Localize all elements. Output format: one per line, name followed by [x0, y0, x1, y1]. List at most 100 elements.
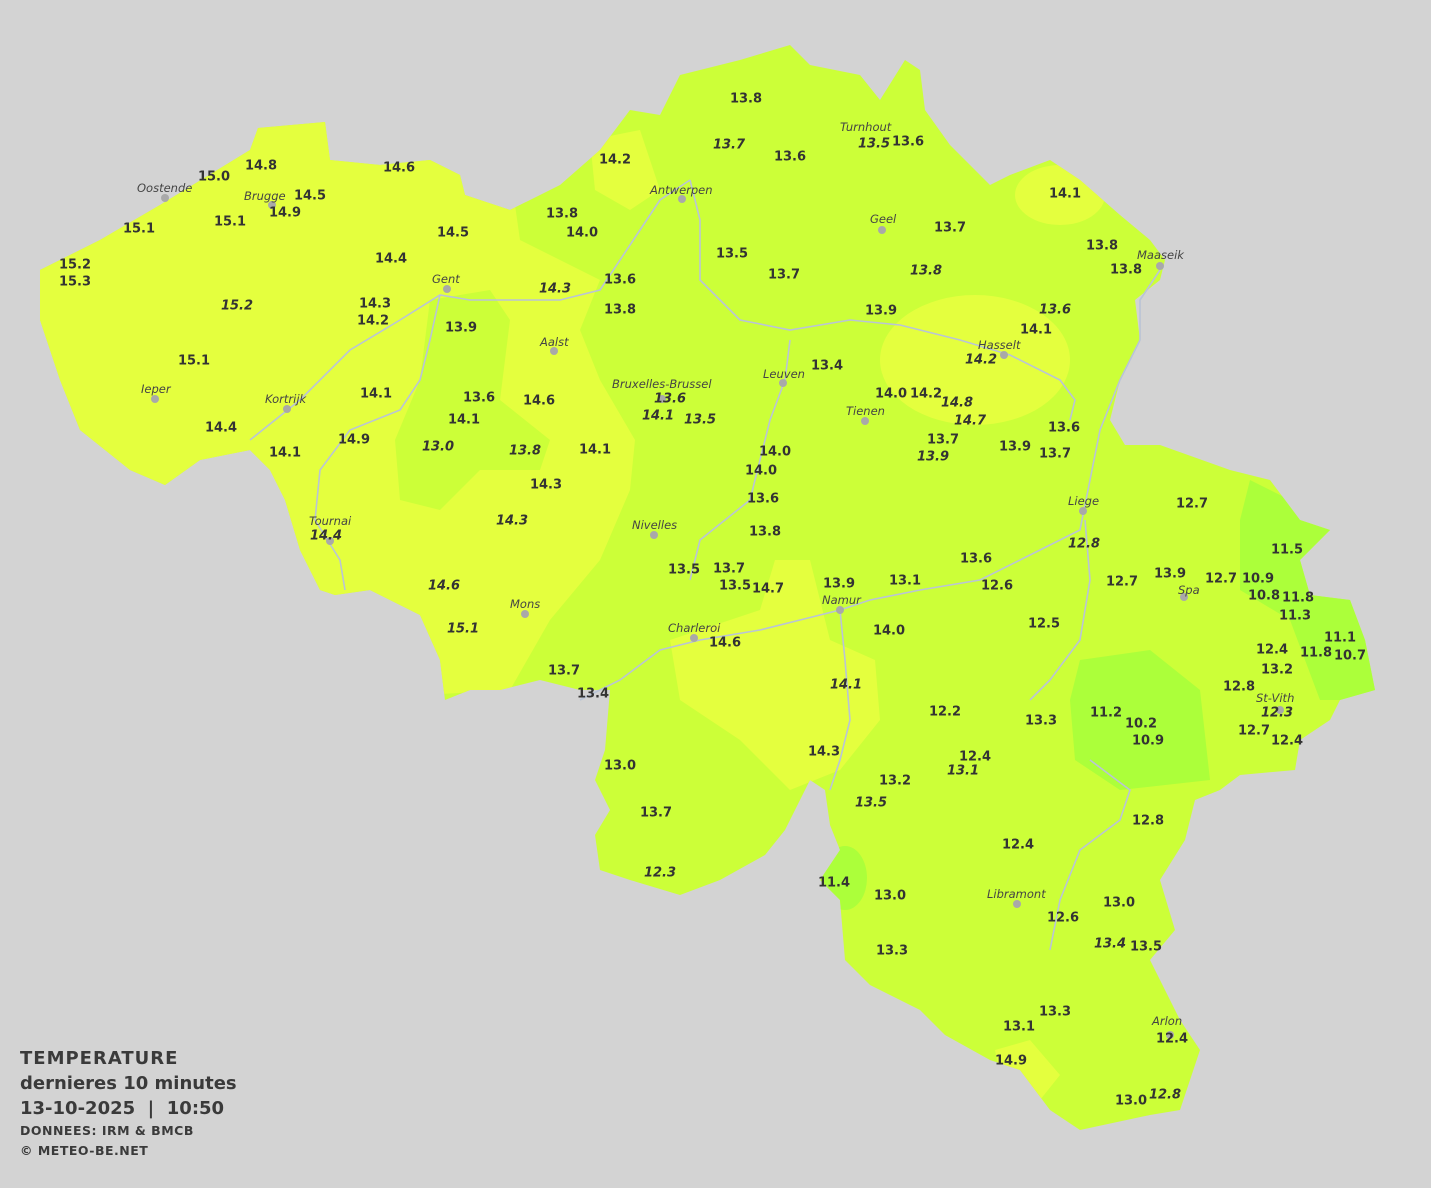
- station-temperature: 14.7: [752, 582, 784, 597]
- city-antwerpen: Antwerpen: [649, 183, 713, 203]
- station-temperature: 11.5: [1271, 543, 1303, 558]
- station-temperature: 14.3: [539, 282, 571, 297]
- station-temperature: 13.0: [1115, 1094, 1147, 1109]
- river-line: [314, 294, 441, 591]
- city-label: Mons: [510, 597, 540, 611]
- city-dot: [151, 395, 159, 403]
- city-label: Turnhout: [840, 120, 892, 134]
- city-gent: Gent: [432, 272, 460, 293]
- city-label: Tienen: [846, 404, 885, 418]
- city-namur: Namur: [822, 593, 862, 614]
- city-arlon: Arlon: [1151, 1014, 1182, 1039]
- city-charleroi: Charleroi: [668, 621, 721, 642]
- station-temperature: 11.8: [1300, 646, 1332, 661]
- station-temperature: 13.7: [1039, 447, 1071, 462]
- station-temperature: 13.0: [874, 889, 906, 904]
- city-dot: [861, 417, 869, 425]
- station-temperature: 14.3: [496, 514, 528, 529]
- city-dot: [878, 226, 886, 234]
- station-temperature: 14.2: [910, 387, 942, 402]
- station-temperature: 14.2: [599, 153, 631, 168]
- city-label: Brugge: [244, 189, 286, 203]
- mid-zone-aalst-basin: [395, 290, 550, 510]
- city-spa: Spa: [1178, 583, 1200, 601]
- city-dot: [326, 537, 334, 545]
- station-temperature: 11.3: [1279, 609, 1311, 624]
- station-temperature: 14.1: [360, 387, 392, 402]
- station-temperature: 11.2: [1090, 706, 1122, 721]
- station-temperature: 13.6: [604, 273, 636, 288]
- station-temperature: 12.5: [1028, 617, 1060, 632]
- city-dot: [521, 610, 529, 618]
- station-temperature: 13.6: [1048, 421, 1080, 436]
- station-temperature: 14.0: [875, 387, 907, 402]
- station-temperature: 13.9: [865, 304, 897, 319]
- city-dot: [690, 634, 698, 642]
- station-temperature: 14.6: [428, 579, 460, 594]
- river-line: [249, 179, 691, 441]
- station-temperature: 14.7: [954, 414, 987, 429]
- station-temperature: 13.7: [934, 221, 966, 236]
- station-temperature: 11.8: [1282, 591, 1314, 606]
- station-temperature: 13.4: [811, 359, 843, 374]
- station-temperature: 13.7: [713, 138, 746, 153]
- city-maaseik: Maaseik: [1137, 248, 1185, 270]
- station-temperature: 14.9: [269, 206, 301, 221]
- city-kortrijk: Kortrijk: [265, 392, 308, 413]
- station-temperature: 14.1: [642, 409, 674, 424]
- station-temperature: 12.3: [1261, 706, 1293, 721]
- station-temperature: 11.1: [1324, 631, 1356, 646]
- city-tournai: Tournai: [309, 514, 352, 545]
- station-temperature: 14.1: [830, 678, 862, 693]
- city-libramont: Libramont: [987, 887, 1046, 908]
- city-label: Libramont: [987, 887, 1046, 901]
- station-temperature: 15.2: [221, 299, 253, 314]
- station-temperature: 14.1: [1020, 323, 1052, 338]
- legend-copyright: © METEO-BE.NET: [20, 1143, 149, 1158]
- city-hasselt: Hasselt: [978, 338, 1021, 359]
- station-temperature: 13.7: [640, 806, 672, 821]
- cool-zone-hautes-fagnes: [1070, 650, 1210, 790]
- station-temperature: 14.2: [357, 314, 389, 329]
- temperature-labels: 13.813.713.613.5 13.614.815.014.614.214.5…: [59, 92, 1366, 1109]
- city-liege: Liege: [1068, 494, 1099, 515]
- station-temperature: 12.4: [1256, 643, 1288, 658]
- station-temperature: 13.5: [855, 796, 887, 811]
- station-temperature: 14.5: [294, 189, 326, 204]
- river-line: [1029, 519, 1091, 701]
- city-aalst: Aalst: [539, 335, 569, 355]
- city-label: Geel: [870, 212, 897, 226]
- station-temperature: 13.3: [1039, 1005, 1071, 1020]
- station-temperature: 12.4: [1156, 1032, 1188, 1047]
- city-oostende: Oostende: [137, 181, 192, 202]
- station-temperature: 13.5: [858, 137, 890, 152]
- station-temperature: 14.0: [759, 445, 791, 460]
- station-temperature: 12.6: [1047, 911, 1079, 926]
- station-temperature: 13.9: [1154, 567, 1186, 582]
- station-temperature: 15.2: [59, 258, 91, 273]
- station-temperature: 14.1: [579, 443, 611, 458]
- city-mons: Mons: [510, 597, 540, 618]
- legend: TEMPERATURE dernieres 10 minutes 13-10-2…: [20, 1047, 237, 1161]
- station-temperature: 12.4: [959, 750, 991, 765]
- station-temperature: 13.4: [577, 687, 609, 702]
- mid-zone-north: [515, 190, 640, 250]
- city-dot: [678, 195, 686, 203]
- warm-zone-antwerp-port: [590, 130, 660, 210]
- station-temperature: 14.3: [530, 478, 562, 493]
- station-temperature: 13.7: [768, 268, 800, 283]
- station-temperature: 13.6: [774, 150, 806, 165]
- station-temperature: 14.0: [873, 624, 905, 639]
- station-temperature: 15.1: [214, 215, 246, 230]
- station-temperature: 13.2: [879, 774, 911, 789]
- station-temperature: 10.9: [1132, 734, 1164, 749]
- station-temperature: 14.6: [709, 636, 741, 651]
- station-temperature: 10.9: [1242, 572, 1274, 587]
- station-temperature: 13.6: [1039, 303, 1071, 318]
- river-line: [829, 609, 851, 791]
- station-temperature: 14.6: [383, 161, 415, 176]
- legend-subtitle: dernieres 10 minutes: [20, 1073, 237, 1094]
- city-label: St-Vith: [1256, 691, 1294, 705]
- city-dot: [836, 606, 844, 614]
